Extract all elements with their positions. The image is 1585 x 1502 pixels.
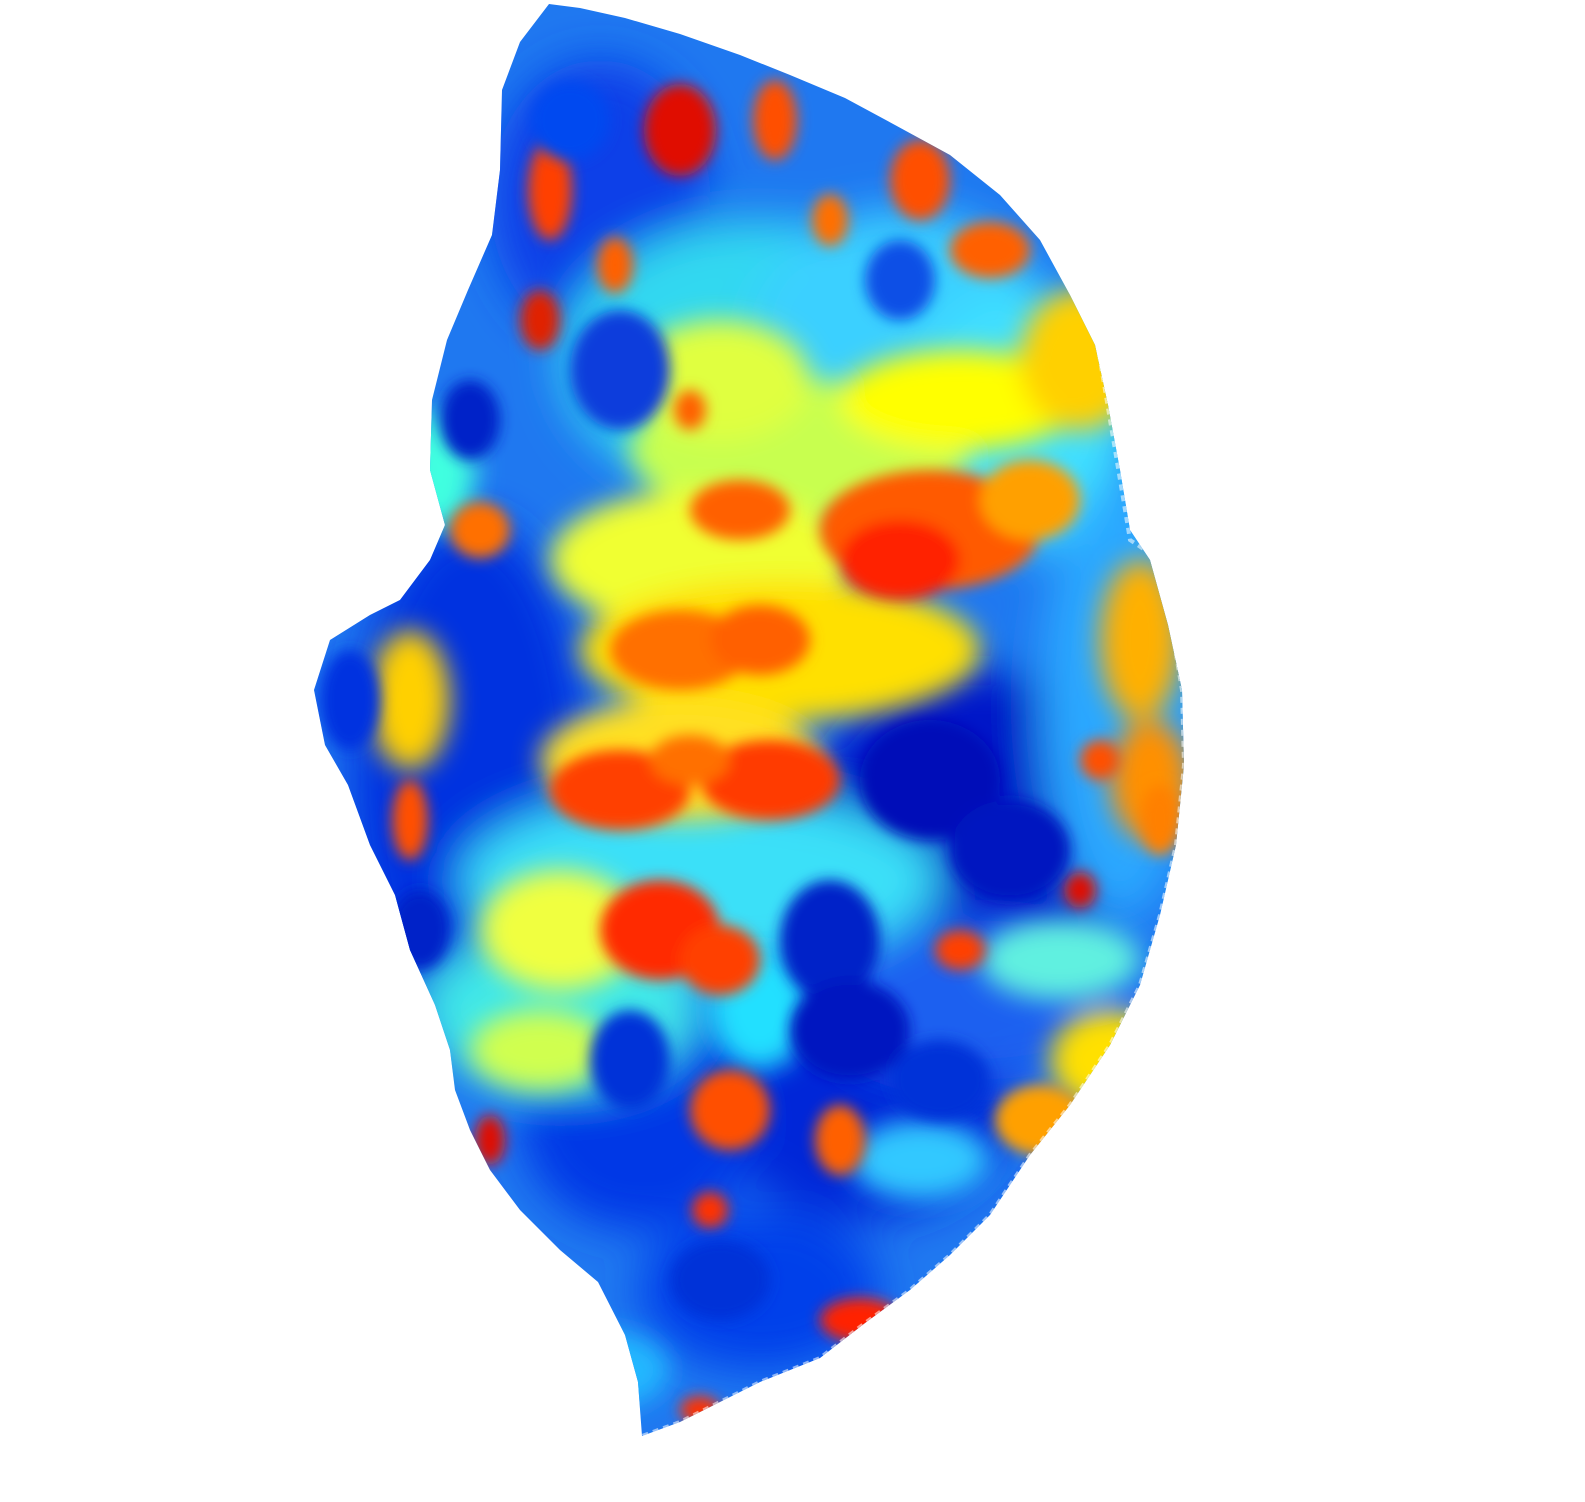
surface-heatmap — [314, 4, 1184, 1436]
